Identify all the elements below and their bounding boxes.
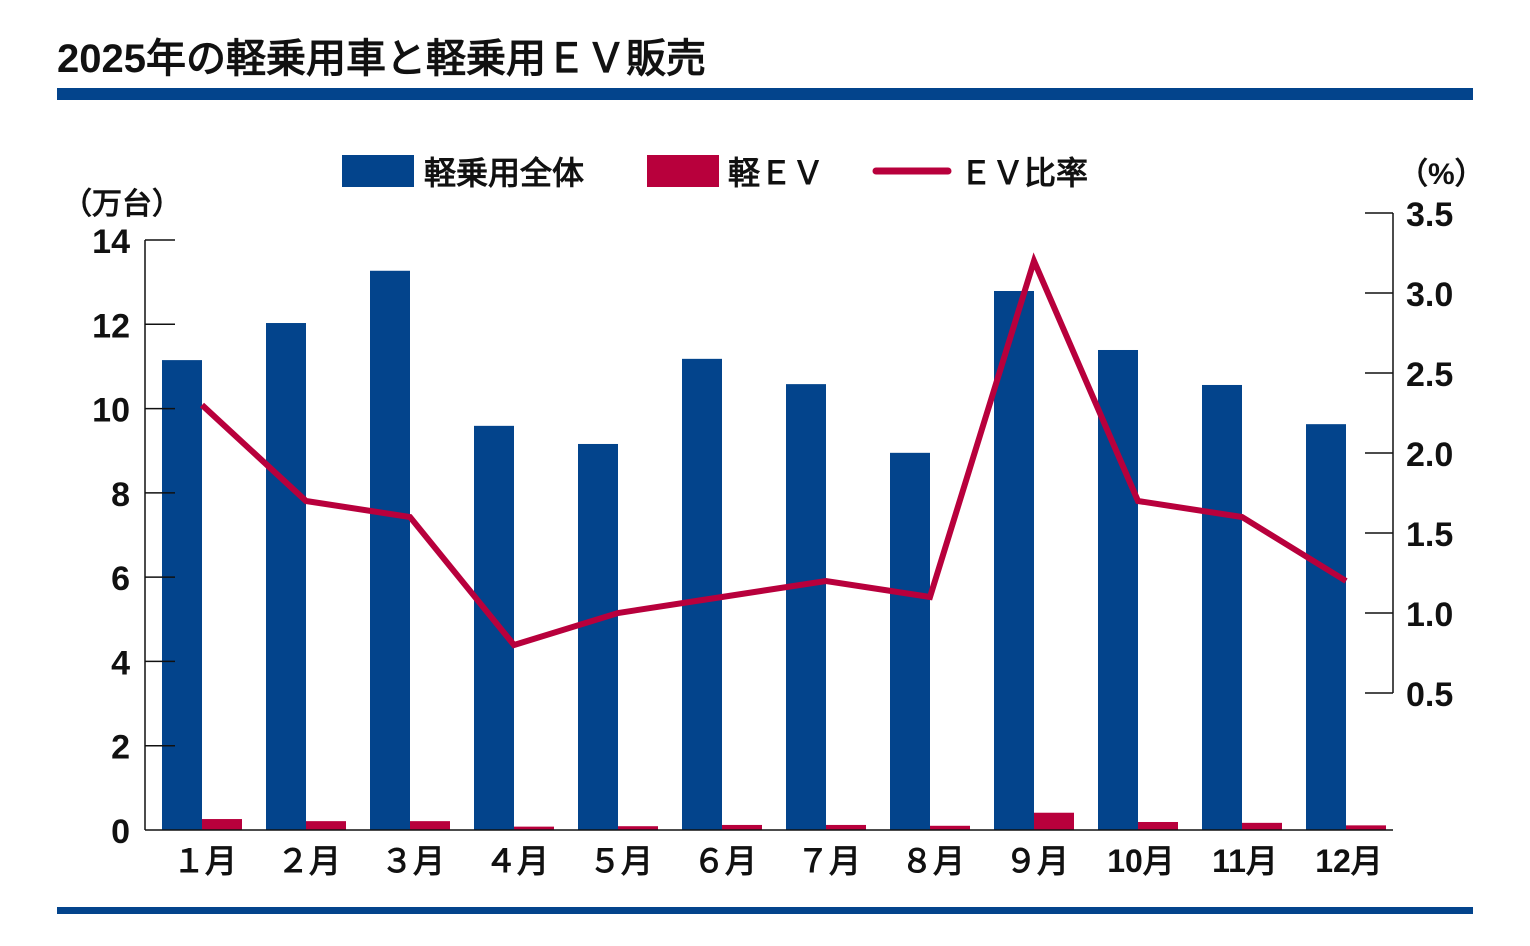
right-tick-label: 1.5 xyxy=(1406,516,1453,554)
left-tick-label: 10 xyxy=(92,392,130,430)
left-tick-label: 6 xyxy=(111,560,130,598)
x-tick-label: １月 xyxy=(173,843,237,879)
bar-ev-3 xyxy=(410,821,450,830)
right-tick-label: 2.0 xyxy=(1406,436,1453,474)
x-tick-label: ３月 xyxy=(381,843,445,879)
bar-ev-9 xyxy=(1034,812,1074,830)
x-tick-label: ５月 xyxy=(589,843,653,879)
bar-ev-5 xyxy=(618,826,658,830)
bar-ev-12 xyxy=(1346,825,1386,830)
right-tick-label: 1.0 xyxy=(1406,596,1453,634)
bar-total-2 xyxy=(266,323,306,830)
left-tick-label: 4 xyxy=(111,644,130,682)
legend-label-ratio: ＥＶ比率 xyxy=(960,155,1088,191)
x-tick-label: ６月 xyxy=(693,843,757,879)
legend-label-total: 軽乗用全体 xyxy=(424,155,584,191)
bar-total-11 xyxy=(1202,384,1242,830)
bar-total-12 xyxy=(1306,424,1346,830)
top-rule xyxy=(57,88,1473,100)
right-tick-label: 2.5 xyxy=(1406,356,1453,394)
left-axis-label: （万台） xyxy=(62,187,182,221)
bar-total-6 xyxy=(682,358,722,830)
bar-total-7 xyxy=(786,384,826,830)
x-tick-label: 10月 xyxy=(1107,843,1175,879)
x-tick-label: 12月 xyxy=(1315,843,1383,879)
bar-ev-4 xyxy=(514,826,554,830)
right-tick-label: 3.0 xyxy=(1406,276,1453,314)
x-tick-label: 11月 xyxy=(1212,843,1278,879)
bar-ev-7 xyxy=(826,824,866,830)
left-tick-label: 2 xyxy=(111,729,130,767)
legend-swatch-ev xyxy=(647,155,719,187)
bar-total-4 xyxy=(474,425,514,830)
bar-ev-8 xyxy=(930,825,970,830)
legend-swatch-total xyxy=(342,155,414,187)
x-tick-label: ９月 xyxy=(1005,843,1069,879)
bar-ev-11 xyxy=(1242,822,1282,830)
ev-ratio-line xyxy=(199,252,1348,649)
legend: 軽乗用全体 軽ＥＶ ＥＶ比率 xyxy=(342,155,1088,191)
x-tick-label: ８月 xyxy=(901,843,965,879)
bar-total-9 xyxy=(994,290,1034,830)
bar-ev-2 xyxy=(306,821,346,830)
x-tick-label: ４月 xyxy=(485,843,549,879)
left-tick-label: 0 xyxy=(111,813,130,851)
bar-ev-6 xyxy=(722,824,762,830)
bar-total-5 xyxy=(578,443,618,830)
bar-ev-10 xyxy=(1138,821,1178,830)
bar-total-3 xyxy=(370,270,410,830)
bar-total-1 xyxy=(162,360,202,830)
legend-label-ev: 軽ＥＶ xyxy=(728,155,824,191)
x-tick-label: ２月 xyxy=(277,843,341,879)
bar-ev-1 xyxy=(202,819,242,830)
right-axis-label: （%） xyxy=(1398,157,1485,191)
bottom-rule xyxy=(57,907,1473,914)
left-tick-label: 8 xyxy=(111,476,130,514)
right-tick-label: 0.5 xyxy=(1406,676,1453,714)
chart-title: 2025年の軽乗用車と軽乗用ＥＶ販売 xyxy=(57,37,706,81)
right-tick-label: 3.5 xyxy=(1406,196,1453,234)
x-tick-label: ７月 xyxy=(797,843,861,879)
left-tick-label: 14 xyxy=(92,223,130,261)
bar-total-8 xyxy=(890,452,930,830)
left-tick-label: 12 xyxy=(92,307,130,345)
